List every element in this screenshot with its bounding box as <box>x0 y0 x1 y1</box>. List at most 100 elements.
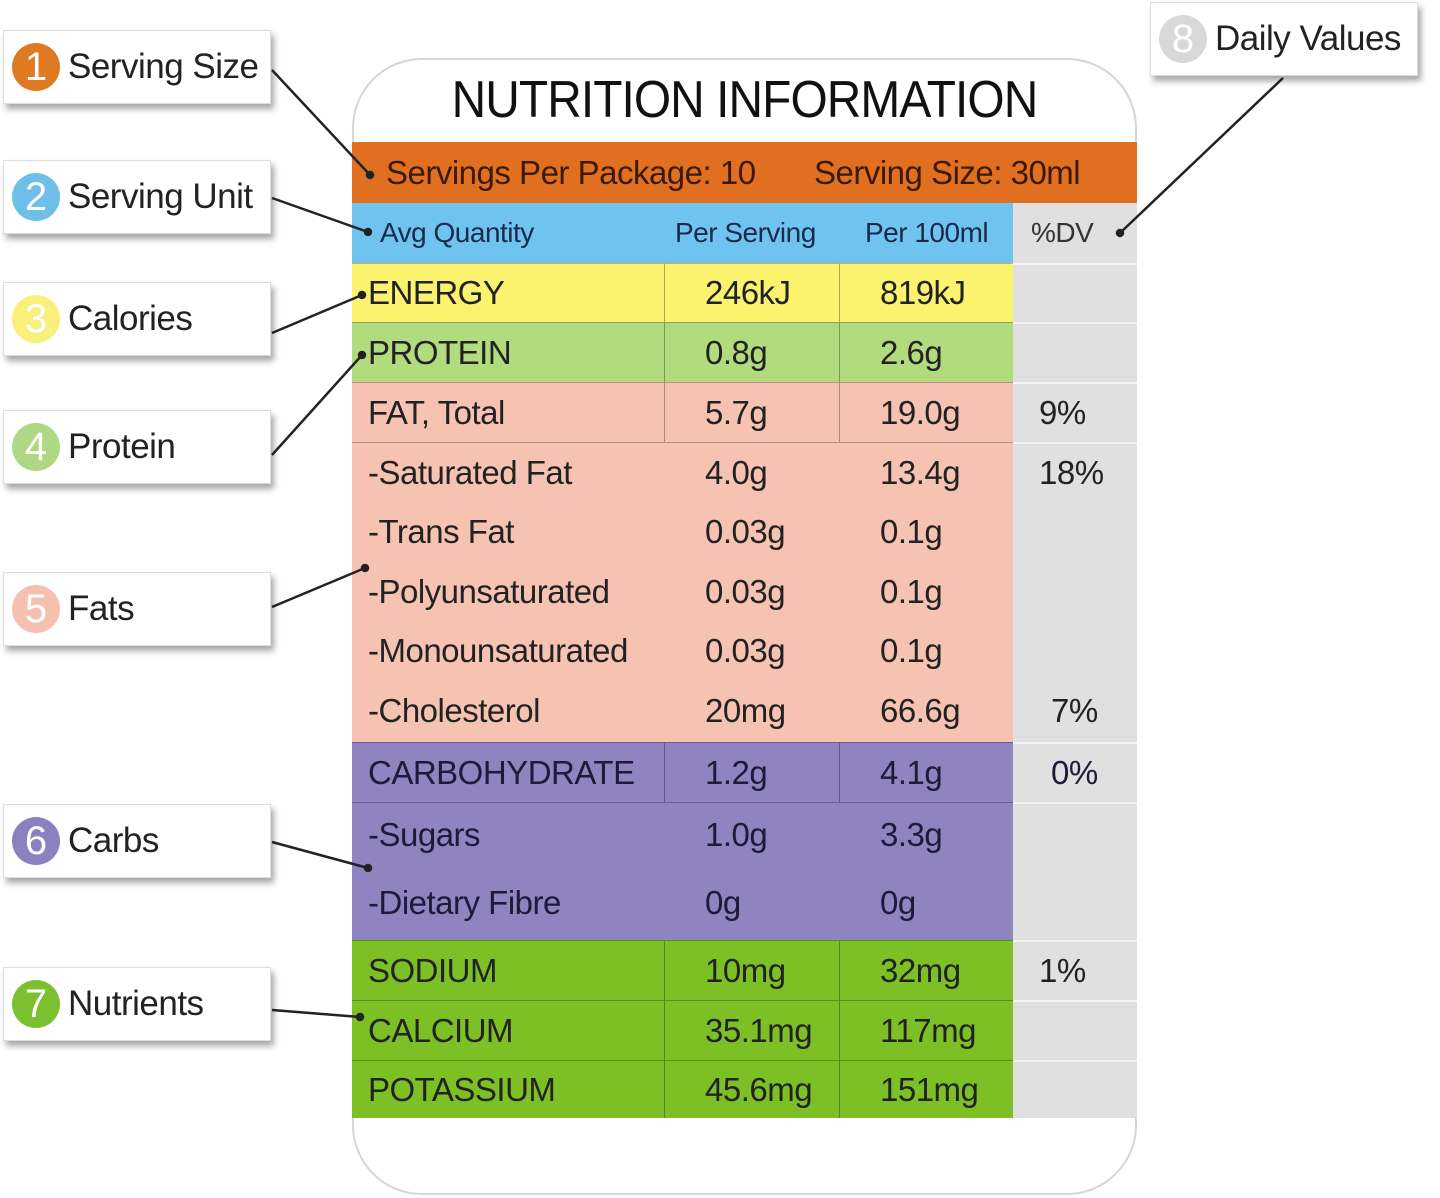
label-title: NUTRITION INFORMATION <box>451 71 1039 129</box>
column-header-band: Avg Quantity Per Serving Per 100ml %DV <box>352 203 1137 263</box>
cell-per-100ml: 0.1g <box>840 622 1013 680</box>
per-serving-value: 0.03g <box>705 632 786 669</box>
cell-dv <box>1013 866 1137 940</box>
number-badge-icon: 1 <box>12 43 60 91</box>
callout-carbs: 6 Carbs <box>3 804 271 878</box>
dv-value: 7% <box>1051 692 1098 729</box>
name-value: PROTEIN <box>368 333 512 371</box>
number-badge-icon: 3 <box>12 295 60 343</box>
dv-value: 1% <box>1039 952 1086 989</box>
leader-line-calories <box>271 293 363 335</box>
cell-per-100ml: 2.6g <box>840 322 1013 382</box>
per-serving-value: 0.03g <box>705 573 786 610</box>
cell-dv: 18% <box>1013 442 1137 502</box>
number-badge-icon: 8 <box>1159 15 1207 63</box>
per-serving-value: 0.8g <box>705 333 768 371</box>
callout-serving-size: 1 Serving Size <box>3 30 271 104</box>
callout-nutrients: 7 Nutrients <box>3 967 271 1041</box>
cell-dv: 0% <box>1013 742 1137 802</box>
name-value: ENERGY <box>368 274 505 311</box>
callout-daily-values: 8 Daily Values <box>1150 2 1418 76</box>
callout-serving-unit: 2 Serving Unit <box>3 160 271 234</box>
cell-per-100ml: 4.1g <box>840 742 1013 802</box>
cell-name: POTASSIUM <box>352 1060 665 1118</box>
cell-name: SODIUM <box>352 940 665 1000</box>
nutrient-row-potassium: POTASSIUM 45.6mg 151mg <box>352 1060 1137 1118</box>
cell-name: -Cholesterol <box>352 680 665 742</box>
cell-dv: 7% <box>1013 680 1137 742</box>
cell-per-serving: 1.0g <box>665 802 840 866</box>
nutrient-row-calcium: CALCIUM 35.1mg 117mg <box>352 1000 1137 1060</box>
header-dv: %DV <box>1031 217 1094 248</box>
cell-per-100ml: 0g <box>840 866 1013 940</box>
per-100ml-value: 2.6g <box>880 333 943 371</box>
cell-per-100ml: 0.1g <box>840 562 1013 622</box>
per-100ml-value: 0g <box>880 884 916 921</box>
per-serving-value: 1.0g <box>705 815 768 853</box>
cell-per-100ml: 151mg <box>840 1060 1013 1118</box>
callout-label: Protein <box>68 427 176 466</box>
name-value: FAT, Total <box>368 393 505 431</box>
cell-name: -Trans Fat <box>352 502 665 562</box>
cell-name: -Sugars <box>352 802 665 866</box>
per-serving-value: 246kJ <box>705 274 791 311</box>
cell-dv <box>1013 622 1137 680</box>
per-100ml-value: 32mg <box>880 951 961 989</box>
per-100ml-value: 13.4g <box>880 453 961 491</box>
per-serving-value: 0g <box>705 884 741 921</box>
nutrient-row-protein: PROTEIN 0.8g 2.6g <box>352 322 1137 382</box>
cell-name: -Monounsaturated <box>352 622 665 680</box>
name-value: -Dietary Fibre <box>368 884 561 921</box>
name-value: -Cholesterol <box>368 692 540 729</box>
name-value: CALCIUM <box>368 1011 514 1049</box>
cell-name: -Polyunsaturated <box>352 562 665 622</box>
number-badge-icon: 6 <box>12 817 60 865</box>
name-value: POTASSIUM <box>368 1070 556 1108</box>
name-value: -Sugars <box>368 815 481 853</box>
cell-per-serving: 246kJ <box>665 263 840 322</box>
per-100ml-value: 4.1g <box>880 753 943 791</box>
per-100ml-value: 0.1g <box>880 632 943 669</box>
cell-per-100ml: 819kJ <box>840 263 1013 322</box>
header-per-serving: Per Serving <box>675 217 816 248</box>
cell-per-serving: 0.8g <box>665 322 840 382</box>
cell-per-serving: 1.2g <box>665 742 840 802</box>
name-value: CARBOHYDRATE <box>368 753 635 791</box>
dv-value: 9% <box>1039 394 1086 431</box>
cell-per-100ml: 117mg <box>840 1000 1013 1060</box>
cell-name: CARBOHYDRATE <box>352 742 665 802</box>
number-badge-icon: 4 <box>12 423 60 471</box>
callout-protein: 4 Protein <box>3 410 271 484</box>
servings-per-package: Servings Per Package: 10 <box>386 154 756 191</box>
cell-per-100ml: 19.0g <box>840 382 1013 442</box>
dv-value: 0% <box>1051 754 1098 791</box>
leader-line-nutrients <box>271 1008 361 1019</box>
header-per-100ml: Per 100ml <box>865 217 989 248</box>
cell-dv: 9% <box>1013 382 1137 442</box>
callout-label: Nutrients <box>68 984 204 1023</box>
per-serving-value: 45.6mg <box>705 1070 813 1108</box>
leader-line-serving-size <box>271 69 371 176</box>
cell-name: CALCIUM <box>352 1000 665 1060</box>
cell-dv <box>1013 802 1137 866</box>
cell-dv: 1% <box>1013 940 1137 1000</box>
callout-label: Fats <box>68 589 135 628</box>
cell-per-100ml: 13.4g <box>840 442 1013 502</box>
leader-line-daily-values <box>1119 77 1284 234</box>
cell-name: -Saturated Fat <box>352 442 665 502</box>
cell-dv <box>1013 1000 1137 1060</box>
number-badge-icon: 7 <box>12 980 60 1028</box>
nutrient-row-saturated-fat: -Saturated Fat 4.0g 13.4g 18% <box>352 442 1137 502</box>
cell-dv <box>1013 502 1137 562</box>
header-avg-quantity: Avg Quantity <box>380 217 534 248</box>
per-serving-value: 10mg <box>705 951 786 989</box>
callout-fats: 5 Fats <box>3 572 271 646</box>
cell-per-serving: 20mg <box>665 680 840 742</box>
callout-calories: 3 Calories <box>3 282 271 356</box>
leader-line-serving-unit <box>271 196 369 234</box>
nutrient-row-carbohydrate: CARBOHYDRATE 1.2g 4.1g 0% <box>352 742 1137 802</box>
name-value: -Saturated Fat <box>368 453 572 491</box>
leader-line-carbs <box>271 840 369 870</box>
per-100ml-value: 3.3g <box>880 815 943 853</box>
cell-name: FAT, Total <box>352 382 665 442</box>
